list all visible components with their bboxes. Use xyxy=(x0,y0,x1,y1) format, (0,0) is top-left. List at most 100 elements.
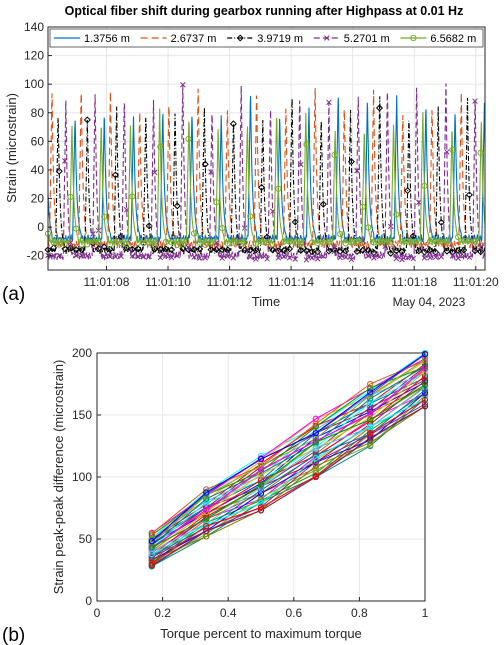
chart-a-title: Optical fiber shift during gearbox runni… xyxy=(65,4,464,18)
chart-b-series-line xyxy=(151,399,426,565)
chart-a-series-marker xyxy=(325,247,333,255)
chart-b-series-33 xyxy=(148,384,429,555)
chart-a-series-marker xyxy=(314,248,322,256)
chart-a-series-marker xyxy=(83,116,91,124)
chart-b-series-38 xyxy=(148,381,429,551)
chart-a-series-marker xyxy=(129,193,136,200)
chart-a-series-marker xyxy=(241,239,248,246)
chart-a-series-marker xyxy=(84,241,91,248)
chart-b-series-line xyxy=(151,367,426,549)
chart-a-series-marker xyxy=(62,158,68,164)
chart-a-series-marker xyxy=(106,245,114,253)
chart-a-series-marker xyxy=(163,253,169,259)
chart-b-series-point xyxy=(312,458,319,465)
chart-b-series-line xyxy=(151,372,426,539)
chart-b-series-point xyxy=(367,429,374,437)
chart-a-series-marker xyxy=(196,245,204,253)
chart-a-y-tick-label: 40 xyxy=(31,163,45,177)
chart-b-x-tick-label: 0 xyxy=(94,606,101,620)
chart-a-series-marker xyxy=(415,247,423,255)
chart-b-series-37 xyxy=(148,350,429,545)
chart-a-series-marker xyxy=(382,243,388,250)
chart-a-series-marker xyxy=(117,233,125,241)
chart-b-series-point xyxy=(312,466,319,474)
chart-a-series-marker xyxy=(118,253,124,260)
chart-a-series-marker xyxy=(135,253,141,260)
chart-a-series-marker xyxy=(359,203,366,210)
chart-a-series-marker xyxy=(95,238,102,245)
chart-a-series-marker xyxy=(252,246,260,254)
chart-a-series-marker xyxy=(224,246,232,254)
chart-a-series-marker xyxy=(298,161,304,168)
chart-a-series-marker xyxy=(56,241,63,248)
chart-b-series-point xyxy=(203,506,210,513)
chart-a-legend-label: 1.3756 m xyxy=(84,33,130,45)
chart-a-series-marker xyxy=(61,240,68,247)
chart-a-series-marker xyxy=(348,256,355,263)
chart-a-series-marker xyxy=(393,211,400,218)
chart-a-series-marker xyxy=(454,246,462,254)
chart-a-series-marker xyxy=(466,237,473,244)
chart-a-series-marker xyxy=(157,143,164,150)
chart-a-series-marker xyxy=(449,146,456,153)
chart-a-series-marker xyxy=(213,199,220,206)
chart-a-series-marker xyxy=(229,120,237,128)
chart-a-series-marker xyxy=(219,255,225,261)
chart-a-series-marker xyxy=(112,254,119,260)
chart-b-series-point xyxy=(257,466,265,473)
chart-a: Optical fiber shift during gearbox runni… xyxy=(2,4,499,309)
chart-a-series-marker xyxy=(140,253,147,260)
chart-a-x-tick-label: 11:01:08 xyxy=(84,275,130,289)
chart-a-series-marker xyxy=(342,247,350,255)
chart-a-series-marker xyxy=(404,254,411,261)
chart-a-series-marker xyxy=(443,247,451,255)
chart-a-y-tick-label: 140 xyxy=(24,20,44,34)
chart-a-series-marker xyxy=(191,254,197,260)
chart-a-series-marker xyxy=(157,254,164,261)
chart-a-series-marker xyxy=(50,252,57,259)
chart-a-series-marker xyxy=(286,255,293,261)
chart-a-series-marker xyxy=(66,244,74,252)
chart-a-series-marker xyxy=(129,253,136,259)
chart-a-series-marker xyxy=(292,239,299,246)
chart-a-series-marker xyxy=(207,246,215,254)
chart-b-series-point xyxy=(367,385,374,392)
chart-b-series-point xyxy=(148,532,155,539)
chart-a-series-marker xyxy=(347,158,355,166)
chart-a-series-marker xyxy=(190,230,198,237)
chart-a-series-marker xyxy=(443,238,451,245)
chart-a-series-marker xyxy=(146,239,153,246)
chart-b-series-line xyxy=(151,405,426,561)
chart-a-series-marker xyxy=(107,253,113,260)
chart-b-y-axis-label: Strain peak-peak difference (microstrain… xyxy=(51,360,66,595)
chart-a-series-marker xyxy=(398,248,406,256)
chart-a-series-marker xyxy=(117,239,125,247)
chart-a-axes-box xyxy=(47,26,486,271)
chart-a-series-marker xyxy=(173,202,181,210)
chart-a-series-marker xyxy=(101,213,108,220)
chart-b-series-point xyxy=(148,538,155,545)
chart-a-gridlines xyxy=(48,26,485,270)
chart-a-series-marker xyxy=(421,255,428,261)
chart-a-series-marker xyxy=(50,239,57,246)
chart-a-series-marker xyxy=(438,254,445,260)
chart-a-series-marker xyxy=(151,245,159,253)
chart-a-series-marker xyxy=(477,244,484,251)
chart-a-series-marker xyxy=(78,252,85,259)
chart-a-series-marker xyxy=(314,256,321,262)
chart-a-series-marker xyxy=(320,253,327,260)
chart-a-x-tick-label: 11:01:12 xyxy=(207,275,253,289)
chart-a-series-marker xyxy=(219,225,226,232)
chart-b-series-line xyxy=(151,384,426,548)
chart-a-series-marker xyxy=(72,246,80,254)
chart-a-series-marker xyxy=(123,244,131,252)
chart-a-series-marker xyxy=(472,98,478,104)
chart-b-series-line xyxy=(151,403,426,558)
chart-a-series-marker xyxy=(354,167,360,174)
chart-b-series-point xyxy=(312,420,319,427)
chart-b-series-line xyxy=(151,360,426,534)
chart-a-series-marker xyxy=(471,238,479,245)
chart-b-series-point xyxy=(203,499,210,506)
chart-a-series-line xyxy=(47,83,486,261)
chart-a-y-ticks: -20 0 20 40 60 80 100 120 140 xyxy=(24,20,52,263)
